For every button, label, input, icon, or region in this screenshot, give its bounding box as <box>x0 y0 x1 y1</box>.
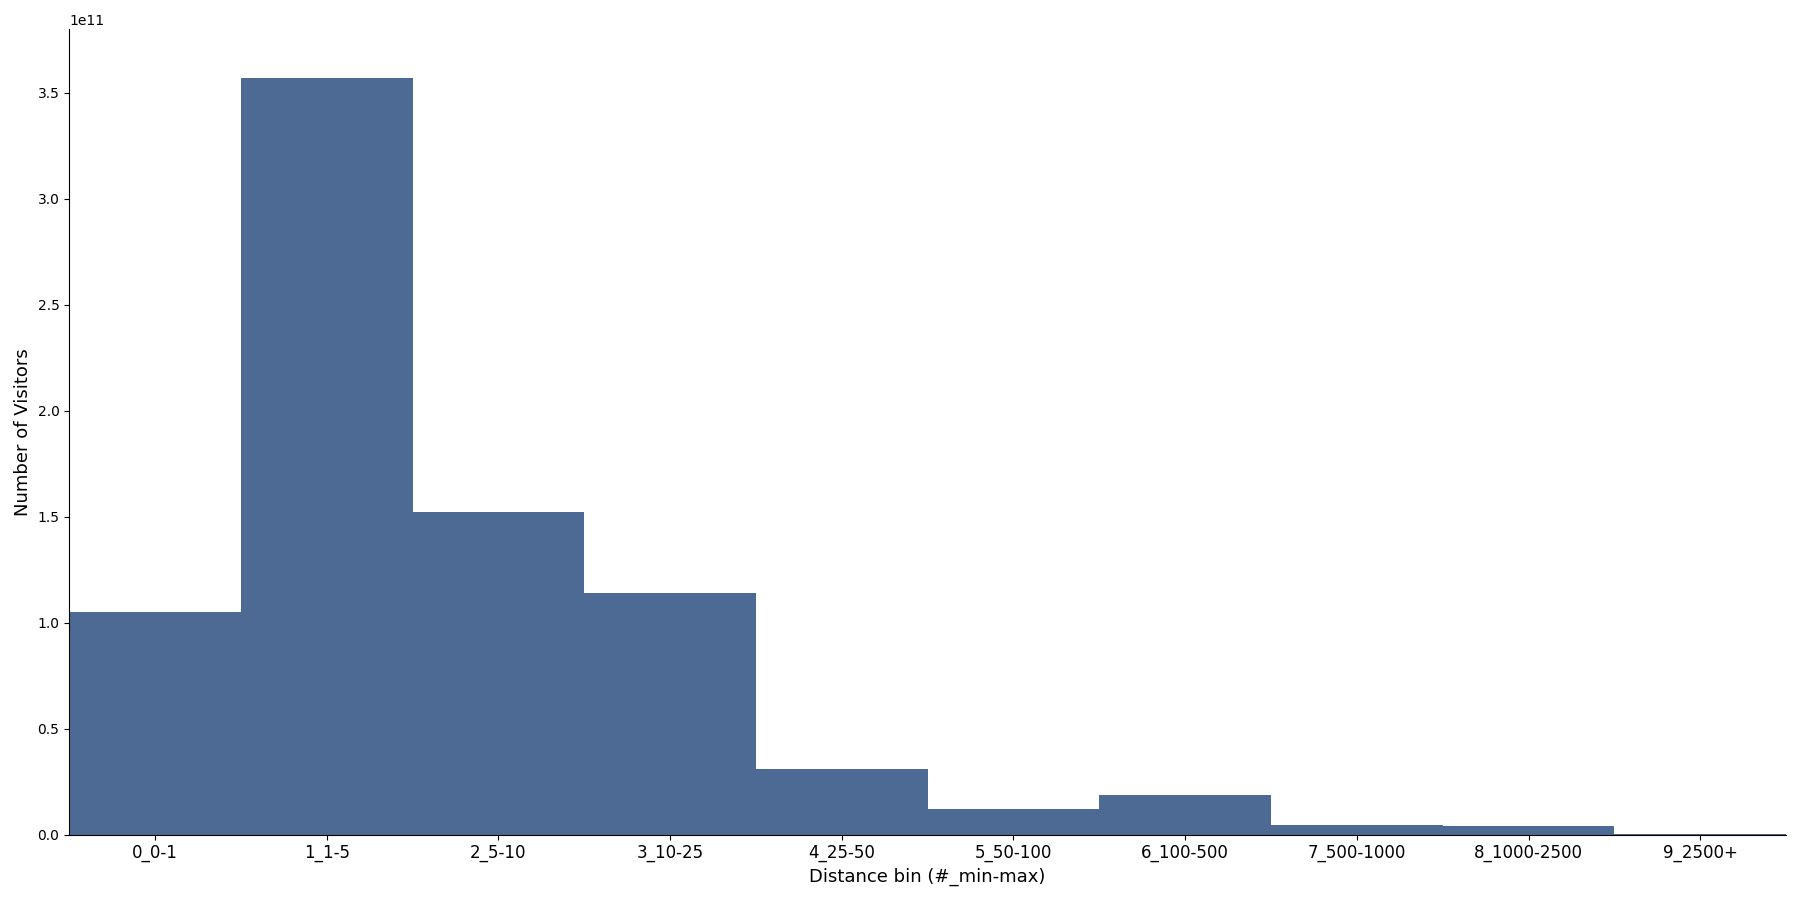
Bar <box>1100 796 1271 834</box>
Bar <box>412 512 585 834</box>
Bar <box>756 769 927 834</box>
Bar <box>1444 826 1615 834</box>
Y-axis label: Number of Visitors: Number of Visitors <box>14 348 32 516</box>
Bar <box>241 77 412 834</box>
Bar <box>1615 833 1786 834</box>
Bar <box>927 809 1100 834</box>
Bar <box>1271 825 1444 834</box>
X-axis label: Distance bin (#_min-max): Distance bin (#_min-max) <box>810 868 1046 886</box>
Bar <box>68 612 241 834</box>
Bar <box>585 593 756 834</box>
